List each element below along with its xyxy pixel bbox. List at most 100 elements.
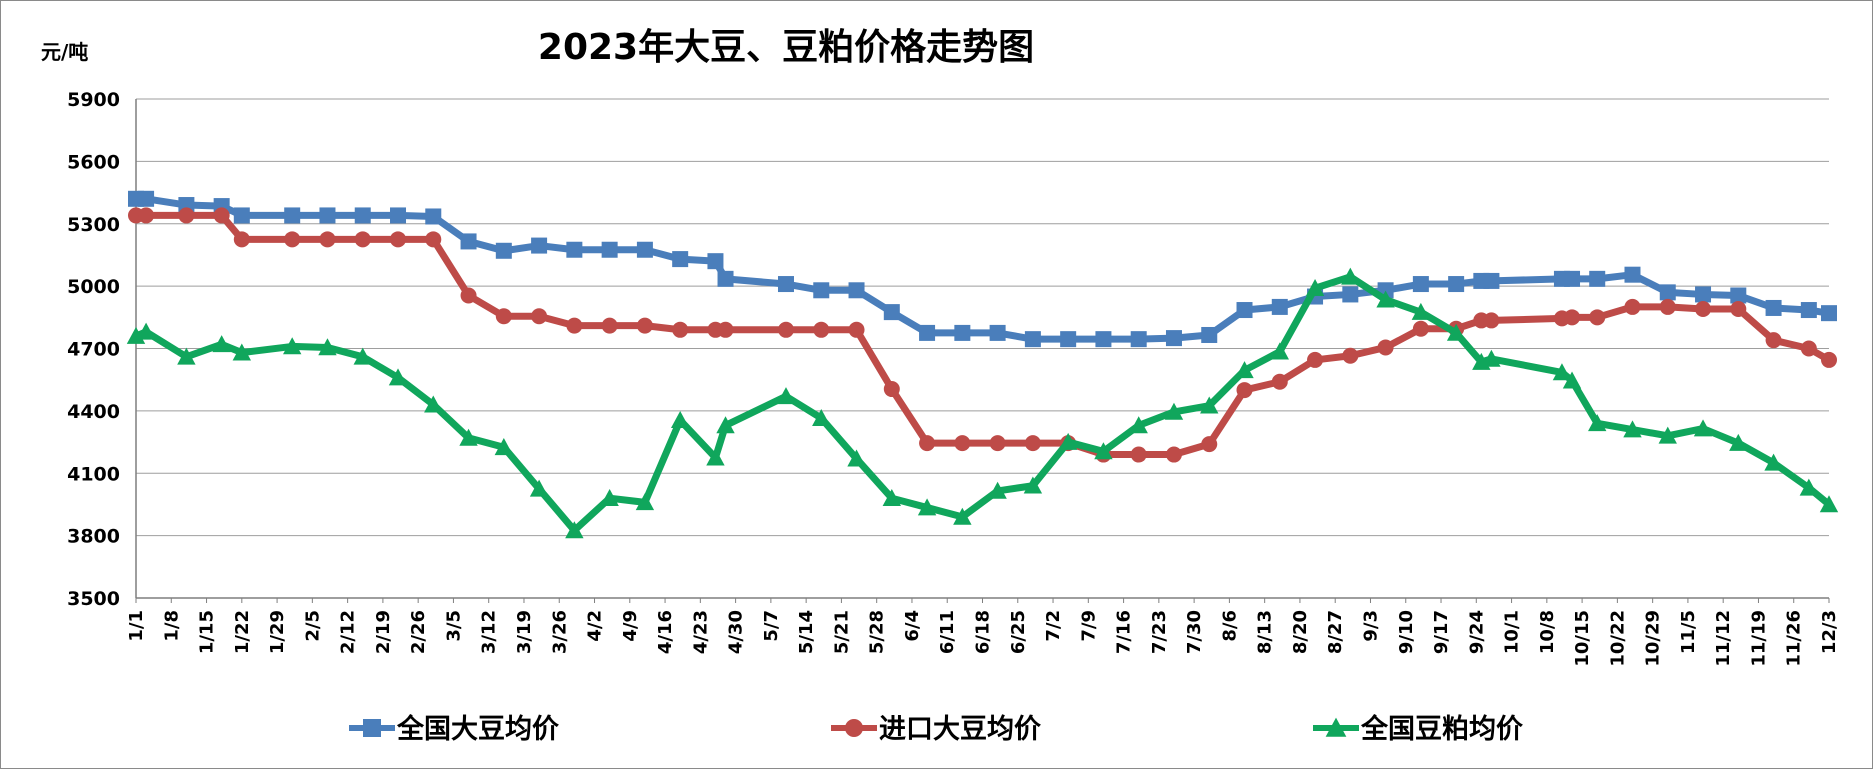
data-point: [776, 387, 796, 405]
data-point: [1483, 312, 1500, 329]
data-point: [136, 322, 156, 340]
data-point: [1695, 286, 1712, 303]
data-point: [282, 337, 302, 355]
legend-item: 进口大豆均价: [831, 714, 1042, 745]
x-tick-label: 3/12: [479, 610, 500, 654]
data-point: [1624, 298, 1641, 315]
data-point: [848, 321, 865, 338]
data-point: [989, 435, 1006, 452]
data-point: [1060, 331, 1077, 348]
y-tick-label: 5900: [67, 89, 120, 111]
x-tick-label: 11/19: [1748, 610, 1769, 667]
data-point: [1164, 402, 1184, 420]
data-point: [566, 317, 583, 334]
x-tick-label: 10/29: [1643, 610, 1664, 667]
data-point: [233, 231, 250, 248]
chart-title: 2023年大豆、豆粕价格走势图: [538, 27, 1034, 68]
data-point: [495, 242, 512, 259]
data-point: [353, 347, 372, 365]
data-point: [494, 438, 514, 456]
data-point: [953, 507, 972, 525]
data-point: [601, 241, 618, 258]
x-tick-label: 1/22: [232, 610, 253, 654]
data-point: [1376, 290, 1395, 308]
x-tick-label: 7/16: [1114, 610, 1135, 654]
data-point: [318, 338, 337, 356]
data-point: [1800, 340, 1817, 357]
x-tick-label: 11/12: [1713, 610, 1734, 667]
data-point: [1482, 349, 1501, 367]
data-point: [954, 435, 971, 452]
data-point: [1800, 302, 1817, 319]
x-tick-labels: 1/1 1/8 1/15 1/22 1/29 2/5 2/12 2/19 2/26 3/5 3/12…: [126, 610, 1840, 667]
data-point: [1411, 302, 1431, 320]
data-point: [390, 231, 407, 248]
y-tick-label: 4100: [67, 463, 120, 485]
x-tick-label: 1/1: [126, 610, 147, 642]
data-point: [1659, 298, 1676, 315]
legend-swatch-marker: [363, 719, 381, 737]
x-tick-label: 5/14: [796, 610, 817, 654]
data-point: [813, 282, 830, 299]
data-point: [495, 308, 512, 325]
data-point: [1799, 478, 1819, 496]
x-tick-label: 8/27: [1325, 610, 1346, 654]
data-point: [459, 428, 478, 446]
x-tick-label: 4/16: [655, 610, 676, 654]
data-point: [460, 287, 477, 304]
x-tick-label: 4/2: [585, 610, 606, 642]
y-tick-label: 3800: [67, 526, 120, 548]
data-point: [954, 324, 971, 341]
data-point: [707, 253, 724, 270]
data-point: [1483, 272, 1500, 289]
y-tick-label: 5600: [67, 151, 120, 173]
data-point: [1024, 331, 1041, 348]
x-tick-label: 9/10: [1396, 610, 1417, 654]
x-tick-label: 8/20: [1290, 610, 1311, 654]
data-point: [1730, 300, 1747, 317]
legend-label: 全国大豆均价: [396, 713, 560, 745]
data-point: [917, 498, 937, 516]
data-point: [1201, 436, 1218, 453]
data-point: [319, 207, 336, 224]
gridlines: [136, 98, 1829, 537]
series-layer: [126, 190, 1839, 539]
data-point: [424, 395, 443, 413]
x-tick-label: 1/29: [267, 610, 288, 654]
x-tick-label: 10/8: [1537, 610, 1558, 654]
x-tick-label: 9/24: [1466, 610, 1487, 654]
data-point: [717, 270, 734, 287]
data-point: [213, 207, 230, 224]
x-tick-label: 7/23: [1149, 610, 1170, 654]
y-axis-unit: 元/吨: [41, 40, 88, 64]
data-point: [1562, 371, 1582, 389]
data-point: [1165, 446, 1182, 463]
x-tick-label: 7/9: [1078, 610, 1099, 642]
data-point: [919, 324, 936, 341]
series-3: [126, 267, 1839, 539]
data-point: [1552, 363, 1572, 381]
data-point: [600, 489, 619, 507]
y-tick-labels: 3500 3800 4100 4400 4700 5000 5300 5600 5900: [67, 89, 120, 610]
data-point: [1236, 382, 1253, 399]
x-tick-label: 10/15: [1572, 610, 1593, 667]
data-point: [425, 231, 442, 248]
x-tick-label: 2/12: [338, 610, 359, 654]
legend-swatch-marker: [1325, 717, 1347, 737]
data-point: [1765, 332, 1782, 349]
x-tick-label: 5/28: [867, 610, 888, 654]
x-tick-label: 1/8: [161, 610, 182, 642]
data-point: [388, 368, 408, 386]
data-point: [883, 381, 900, 398]
axes: [135, 99, 1830, 603]
data-point: [460, 233, 477, 250]
x-tick-label: 2/5: [302, 610, 323, 642]
data-point: [531, 308, 548, 325]
x-tick-label: 11/5: [1678, 610, 1699, 654]
x-tick-label: 3/5: [443, 610, 464, 642]
data-point: [1764, 453, 1783, 471]
data-point: [138, 190, 155, 207]
data-point: [1821, 351, 1837, 368]
data-point: [919, 435, 936, 452]
